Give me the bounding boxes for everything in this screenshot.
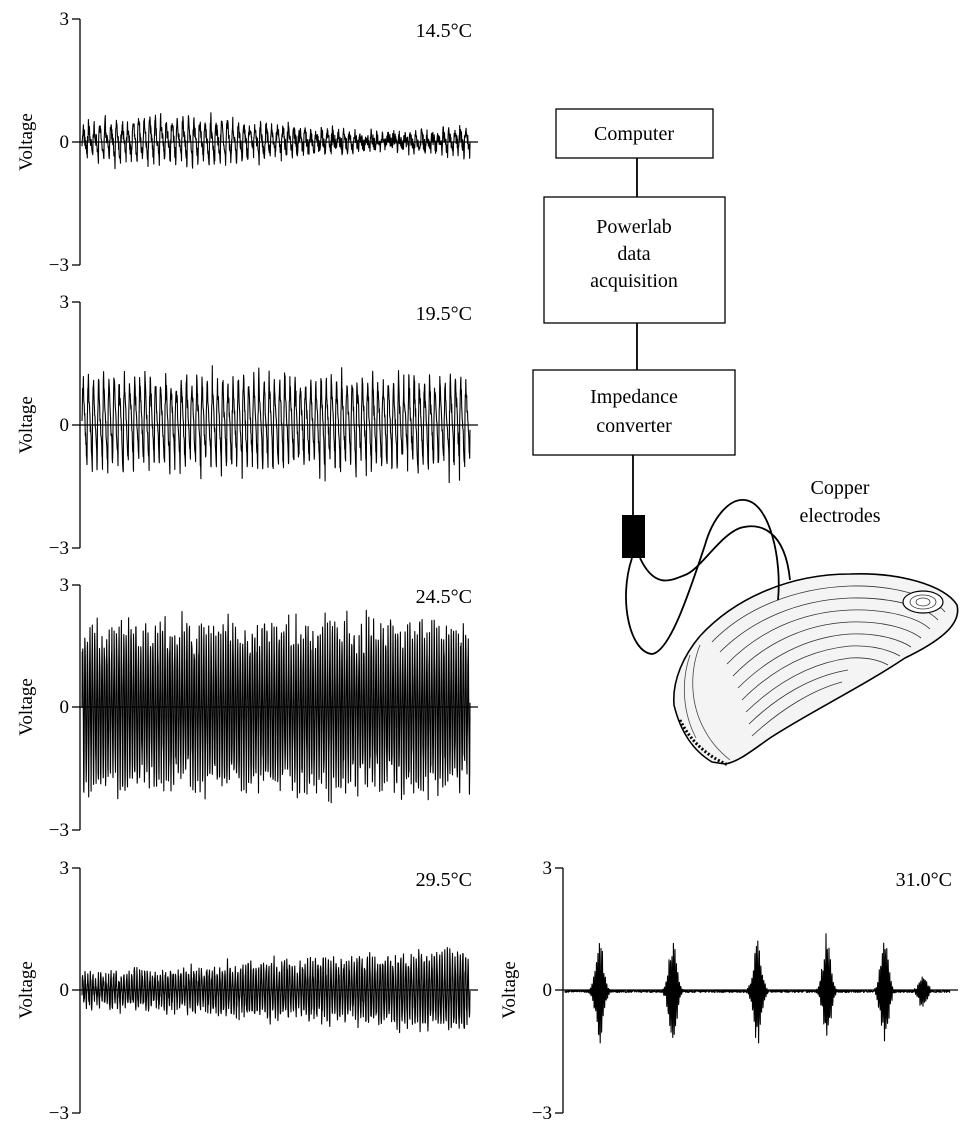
y-tick-label: −3	[49, 820, 69, 841]
chart-3: 3 0 −3 Voltage 24.5°C	[16, 575, 478, 841]
chart-5: 3 0 −3 Voltage 31.0°C	[499, 858, 958, 1122]
y-tick-label: −3	[49, 538, 69, 559]
y-axis-label: Voltage	[16, 113, 37, 171]
y-axis-label: Voltage	[16, 678, 37, 736]
y-tick-label: −3	[532, 1103, 552, 1122]
chart-1: 3 0 −3 Voltage 14.5°C	[16, 9, 478, 276]
voltage-charts: 3 0 −3 Voltage 14.5°C 3 0 −3 Voltage 19.5°C 3 0 −3 Vo…	[16, 9, 958, 1122]
y-tick-label: 0	[60, 415, 70, 436]
y-axis-label: Voltage	[16, 961, 37, 1019]
y-tick-label: 3	[60, 858, 70, 879]
y-tick-label: 3	[543, 858, 553, 879]
voltage-trace	[564, 933, 951, 1044]
electrodes-label-line2: electrodes	[799, 505, 880, 527]
voltage-trace	[81, 365, 471, 484]
y-tick-label: 0	[60, 132, 70, 153]
powerlab-box: Powerlab data acquisition	[543, 196, 726, 324]
voltage-trace	[81, 112, 471, 170]
electrode-wire-2	[639, 525, 791, 582]
temperature-label: 14.5°C	[416, 20, 472, 42]
powerlab-label-line3: acquisition	[590, 270, 678, 292]
y-tick-label: 3	[60, 9, 70, 30]
chart-4: 3 0 −3 Voltage 29.5°C	[16, 858, 478, 1122]
temperature-label: 31.0°C	[896, 869, 952, 891]
impedance-label-line1: Impedance	[590, 386, 678, 408]
impedance-label-line2: converter	[596, 415, 672, 437]
chart-2: 3 0 −3 Voltage 19.5°C	[16, 292, 478, 559]
mussel-shell-illustration	[673, 573, 959, 767]
electrode-wire-1	[625, 499, 780, 655]
y-tick-label: −3	[49, 255, 69, 276]
y-tick-label: 3	[60, 292, 70, 313]
powerlab-label-line1: Powerlab	[596, 216, 672, 238]
y-tick-label: 0	[60, 980, 70, 1001]
powerlab-label-line2: data	[617, 243, 650, 265]
setup-diagram: Computer Powerlab data acquisition Imped…	[532, 108, 959, 767]
computer-label: Computer	[594, 123, 674, 145]
y-tick-label: 0	[543, 980, 553, 1001]
electrodes-label-line1: Copper	[811, 477, 870, 499]
y-axis-label: Voltage	[499, 961, 520, 1019]
y-tick-label: 3	[60, 575, 70, 596]
y-tick-label: 0	[60, 697, 70, 718]
voltage-trace	[81, 609, 471, 804]
temperature-label: 19.5°C	[416, 303, 472, 325]
temperature-label: 24.5°C	[416, 586, 472, 608]
electrode-connector	[622, 515, 645, 558]
voltage-trace	[81, 947, 471, 1034]
y-axis-label: Voltage	[16, 396, 37, 454]
computer-box: Computer	[555, 108, 714, 159]
y-tick-label: −3	[49, 1103, 69, 1122]
impedance-converter-box: Impedance converter	[532, 369, 736, 456]
temperature-label: 29.5°C	[416, 869, 472, 891]
